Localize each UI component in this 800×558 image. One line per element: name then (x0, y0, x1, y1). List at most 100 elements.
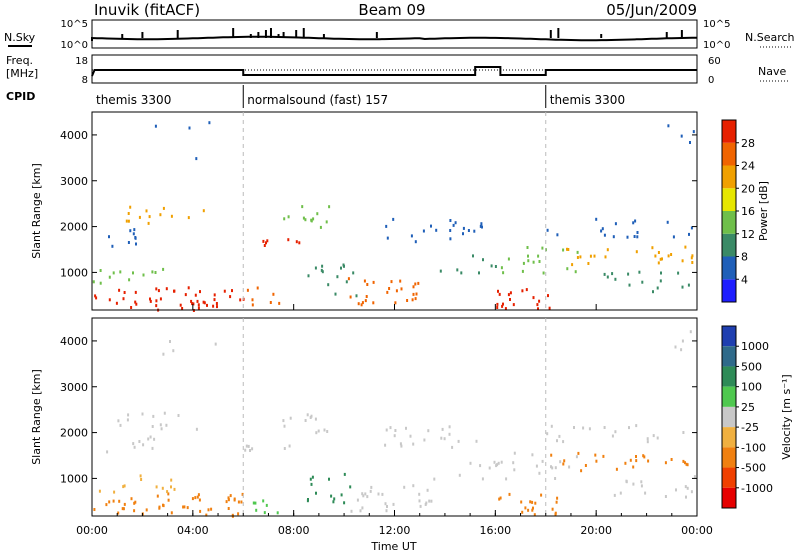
echo-cell (304, 218, 307, 222)
colorbar-swatch (722, 165, 736, 189)
echo-cell (229, 494, 232, 498)
echo-cell (214, 342, 217, 346)
echo-cell (681, 339, 684, 343)
colorbar-swatch (722, 366, 736, 387)
echo-cell (237, 512, 240, 516)
echo-cell (441, 427, 444, 431)
echo-cell (412, 484, 415, 488)
colorbar-swatch (722, 406, 736, 428)
echo-cell (684, 461, 686, 465)
echo-cell (690, 226, 693, 230)
echo-cell (527, 259, 530, 263)
echo-cell (672, 235, 675, 239)
echo-cell (160, 427, 163, 431)
y-tick-label: 2000 (60, 221, 88, 234)
echo-cell (245, 444, 248, 448)
echo-cell (172, 349, 175, 353)
echo-cell (360, 303, 363, 307)
echo-cell (687, 283, 690, 287)
echo-cell (502, 302, 504, 306)
echo-cell (625, 480, 628, 484)
power-colorbar-label: Power [dB] (757, 181, 770, 241)
echo-cell (357, 302, 360, 306)
echo-cell (601, 227, 604, 231)
echo-cell (498, 497, 501, 501)
echo-cell (196, 495, 199, 499)
echo-cell (479, 464, 482, 468)
echo-cell (423, 438, 426, 442)
echo-cell (207, 508, 210, 512)
echo-cell (482, 258, 484, 262)
echo-cell (355, 294, 358, 298)
echo-cell (689, 141, 691, 144)
echo-cell (262, 239, 265, 243)
echo-cell (179, 303, 182, 307)
echo-cell (197, 493, 200, 497)
echo-cell (212, 304, 215, 308)
echo-cell (681, 259, 684, 263)
echo-cell (562, 248, 565, 252)
echo-cell (349, 295, 352, 299)
echo-cell (288, 444, 291, 448)
beam-title: Beam 09 (358, 1, 425, 19)
echo-cell (310, 482, 313, 486)
echo-cell (118, 288, 121, 292)
echo-cell (496, 306, 499, 309)
echo-cell (496, 302, 499, 306)
echo-cell (657, 261, 660, 265)
echo-cell (255, 508, 258, 512)
echo-cell (573, 426, 575, 429)
echo-cell (582, 426, 585, 430)
colorbar-tick-label: -100 (741, 441, 766, 454)
echo-cell (512, 303, 515, 307)
echo-cell (145, 209, 148, 213)
colorbar-swatch (722, 467, 736, 488)
echo-cell (584, 464, 587, 467)
echo-cell (647, 459, 650, 463)
echo-cell (336, 275, 339, 279)
colorbar-swatch (722, 233, 736, 257)
echo-cell (133, 509, 136, 513)
echo-cell (205, 513, 208, 517)
echo-cell (154, 124, 157, 128)
echo-cell (499, 496, 502, 500)
echo-cell (155, 485, 158, 489)
colorbar-frame (721, 325, 737, 509)
echo-cell (693, 475, 696, 479)
echo-cell (227, 496, 230, 500)
echo-cell (536, 303, 539, 307)
echo-cell (500, 460, 503, 464)
echo-cell (428, 499, 431, 503)
echo-cell (325, 220, 328, 224)
echo-cell (135, 242, 137, 246)
echo-cell (538, 299, 541, 303)
echo-cell (386, 236, 389, 240)
echo-cell (415, 292, 418, 296)
echo-cell (449, 219, 452, 222)
echo-cell (576, 250, 579, 254)
echo-cell (215, 302, 218, 305)
echo-cell (265, 241, 267, 245)
echo-cell (661, 257, 663, 261)
echo-cell (298, 241, 301, 245)
echo-cell (684, 485, 687, 489)
echo-cell (627, 272, 630, 276)
echo-cell (681, 285, 684, 289)
echo-cell (500, 266, 503, 270)
echo-cell (600, 229, 603, 233)
echo-cell (321, 264, 324, 268)
echo-cell (108, 298, 111, 302)
echo-cell (125, 219, 128, 223)
echo-cell (170, 478, 173, 482)
echo-cell (118, 499, 121, 503)
echo-cell (400, 287, 403, 291)
power-scatter (92, 121, 695, 312)
echo-cell (554, 466, 557, 470)
echo-cell (533, 513, 536, 517)
echo-cell (507, 257, 510, 261)
echo-cell (148, 215, 151, 219)
velocity-colorbar-label: Velocity [m s⁻¹] (780, 374, 793, 459)
echo-cell (642, 454, 645, 458)
echo-cell (603, 272, 606, 276)
